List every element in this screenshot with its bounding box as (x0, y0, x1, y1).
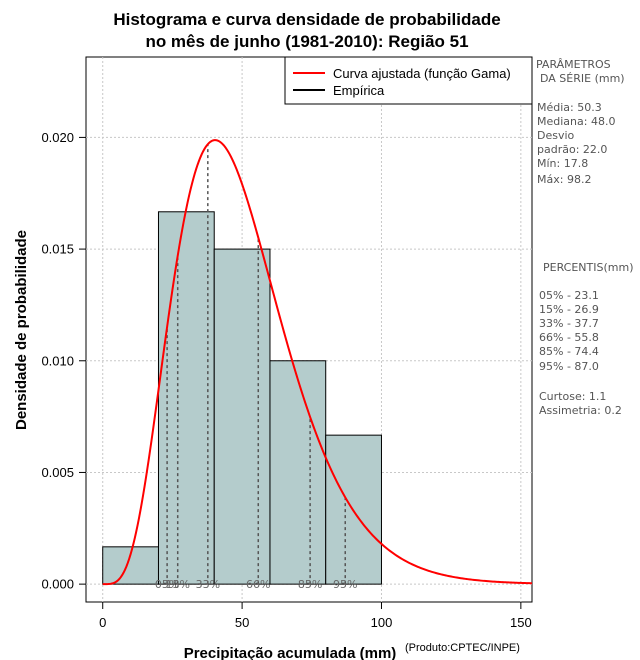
density-curve (102, 139, 533, 586)
y-tick-label: 0.005 (41, 465, 74, 480)
params-title-line2: DA SÉRIE (mm) (540, 72, 625, 85)
percentile-label-85%: 85% (298, 578, 322, 591)
percentil-05: 05% - 23.1 (539, 289, 599, 302)
percentile-label-33%: 33% (196, 578, 220, 591)
legend-label-curve: Curva ajustada (função Gama) (333, 66, 511, 81)
y-axis-label: Densidade de probabilidade (13, 230, 30, 430)
chart-subtitle: no mês de junho (1981-2010): Região 51 (145, 32, 468, 51)
y-tick-label: 0.010 (41, 353, 74, 368)
x-axis-label: Precipitação acumulada (mm) (184, 645, 397, 660)
y-tick-label: 0.020 (41, 130, 74, 145)
x-tick-label: 150 (510, 615, 532, 630)
percentile-label-15%: 15% (165, 578, 189, 591)
stat-media: Média: 50.3 (537, 101, 602, 114)
histogram-bar (269, 360, 327, 585)
x-axis: 0 50 100 150 (99, 602, 532, 630)
stat-max: Máx: 98.2 (537, 173, 591, 186)
percentil-15: 15% - 26.9 (539, 303, 599, 316)
credit-text: (Produto:CPTEC/INPE) (405, 642, 520, 654)
percentis-title: PERCENTIS(mm) (543, 261, 634, 274)
legend: Curva ajustada (função Gama) Empírica (284, 56, 533, 105)
params-title-line1: PARÂMETROS (536, 58, 611, 71)
y-axis: 0.000 0.005 0.010 0.015 0.020 (41, 130, 86, 592)
side-panel: PARÂMETROS DA SÉRIE (mm) Média: 50.3 Med… (536, 58, 634, 417)
stat-mediana: Mediana: 48.0 (537, 115, 615, 128)
stat-desvio-line1: Desvio (537, 129, 575, 142)
x-tick-label: 100 (371, 615, 393, 630)
percentil-66: 66% - 55.8 (539, 331, 599, 344)
x-tick-label: 50 (235, 615, 249, 630)
percentil-33: 33% - 37.7 (539, 317, 599, 330)
density-curve-layer (102, 139, 533, 586)
y-tick-label: 0.015 (41, 242, 74, 257)
legend-label-empirical: Empírica (333, 83, 385, 98)
stat-min: Mín: 17.8 (537, 157, 588, 170)
chart-title: Histograma e curva densidade de probabil… (113, 10, 500, 29)
percentile-lines: 05%15% 33% 66% 85% 95% (155, 144, 357, 591)
x-tick-label: 0 (99, 615, 106, 630)
stat-curtose: Curtose: 1.1 (539, 390, 606, 403)
percentil-85: 85% - 74.4 (539, 345, 599, 358)
percentile-label-05%: 05% (155, 578, 179, 591)
histogram-bar (213, 248, 271, 585)
stat-assimetria: Assimetria: 0.2 (539, 404, 622, 417)
legend-box (284, 56, 533, 105)
percentil-95: 95% - 87.0 (539, 360, 599, 373)
percentile-label-66%: 66% (246, 578, 270, 591)
percentile-label-95%: 95% (333, 578, 357, 591)
stat-desvio-line2: padrão: 22.0 (537, 143, 607, 156)
y-tick-label: 0.000 (41, 577, 74, 592)
